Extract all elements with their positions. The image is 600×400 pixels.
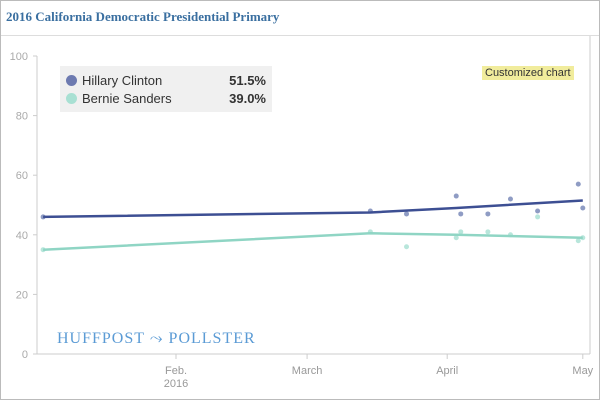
x-tick-label: May	[572, 365, 593, 377]
trend-line-hillary-clinton	[43, 199, 583, 219]
y-tick-label: 60	[16, 170, 28, 182]
clinton-swatch-icon	[66, 74, 77, 86]
poll-point	[575, 181, 581, 187]
y-tick-label: 0	[22, 349, 28, 361]
y-tick-label: 100	[10, 51, 28, 63]
poll-point	[404, 211, 410, 217]
poll-point	[458, 211, 464, 217]
legend-label: Bernie Sanders	[82, 90, 172, 106]
customized-chart-badge: Customized chart	[482, 66, 574, 80]
poll-point	[404, 244, 410, 250]
y-tick-label: 80	[16, 111, 28, 123]
x-tick-label: April	[436, 365, 458, 377]
x-tick-label: Feb.	[165, 365, 187, 377]
y-tick-label: 40	[16, 230, 28, 242]
divider	[1, 35, 599, 36]
poll-point	[535, 214, 541, 220]
legend-value: 51.5%	[229, 72, 266, 88]
poll-point	[507, 196, 513, 202]
poll-point	[580, 205, 586, 211]
legend: Hillary Clinton 51.5% Bernie Sanders 39.0%	[60, 66, 272, 112]
poll-point	[458, 229, 464, 235]
poll-point	[485, 229, 491, 235]
y-tick-label: 20	[16, 289, 28, 301]
pollster-logo: HUFFPOST ⤳ POLLSTER	[57, 330, 256, 347]
trend-line-bernie-sanders	[43, 232, 583, 251]
sanders-swatch-icon	[66, 92, 77, 104]
legend-item-clinton[interactable]: Hillary Clinton 51.5%	[66, 71, 266, 89]
legend-label: Hillary Clinton	[82, 72, 163, 88]
poll-point	[485, 211, 491, 217]
poll-point	[453, 235, 459, 241]
x-tick-sublabel: 2016	[164, 378, 188, 390]
poll-point	[535, 208, 541, 214]
legend-item-sanders[interactable]: Bernie Sanders 39.0%	[66, 89, 266, 107]
chart-title: 2016 California Democratic Presidential …	[6, 9, 280, 24]
poll-point	[453, 193, 459, 199]
legend-value: 39.0%	[229, 90, 266, 106]
x-tick-label: March	[292, 365, 323, 377]
poll-point	[575, 238, 581, 244]
